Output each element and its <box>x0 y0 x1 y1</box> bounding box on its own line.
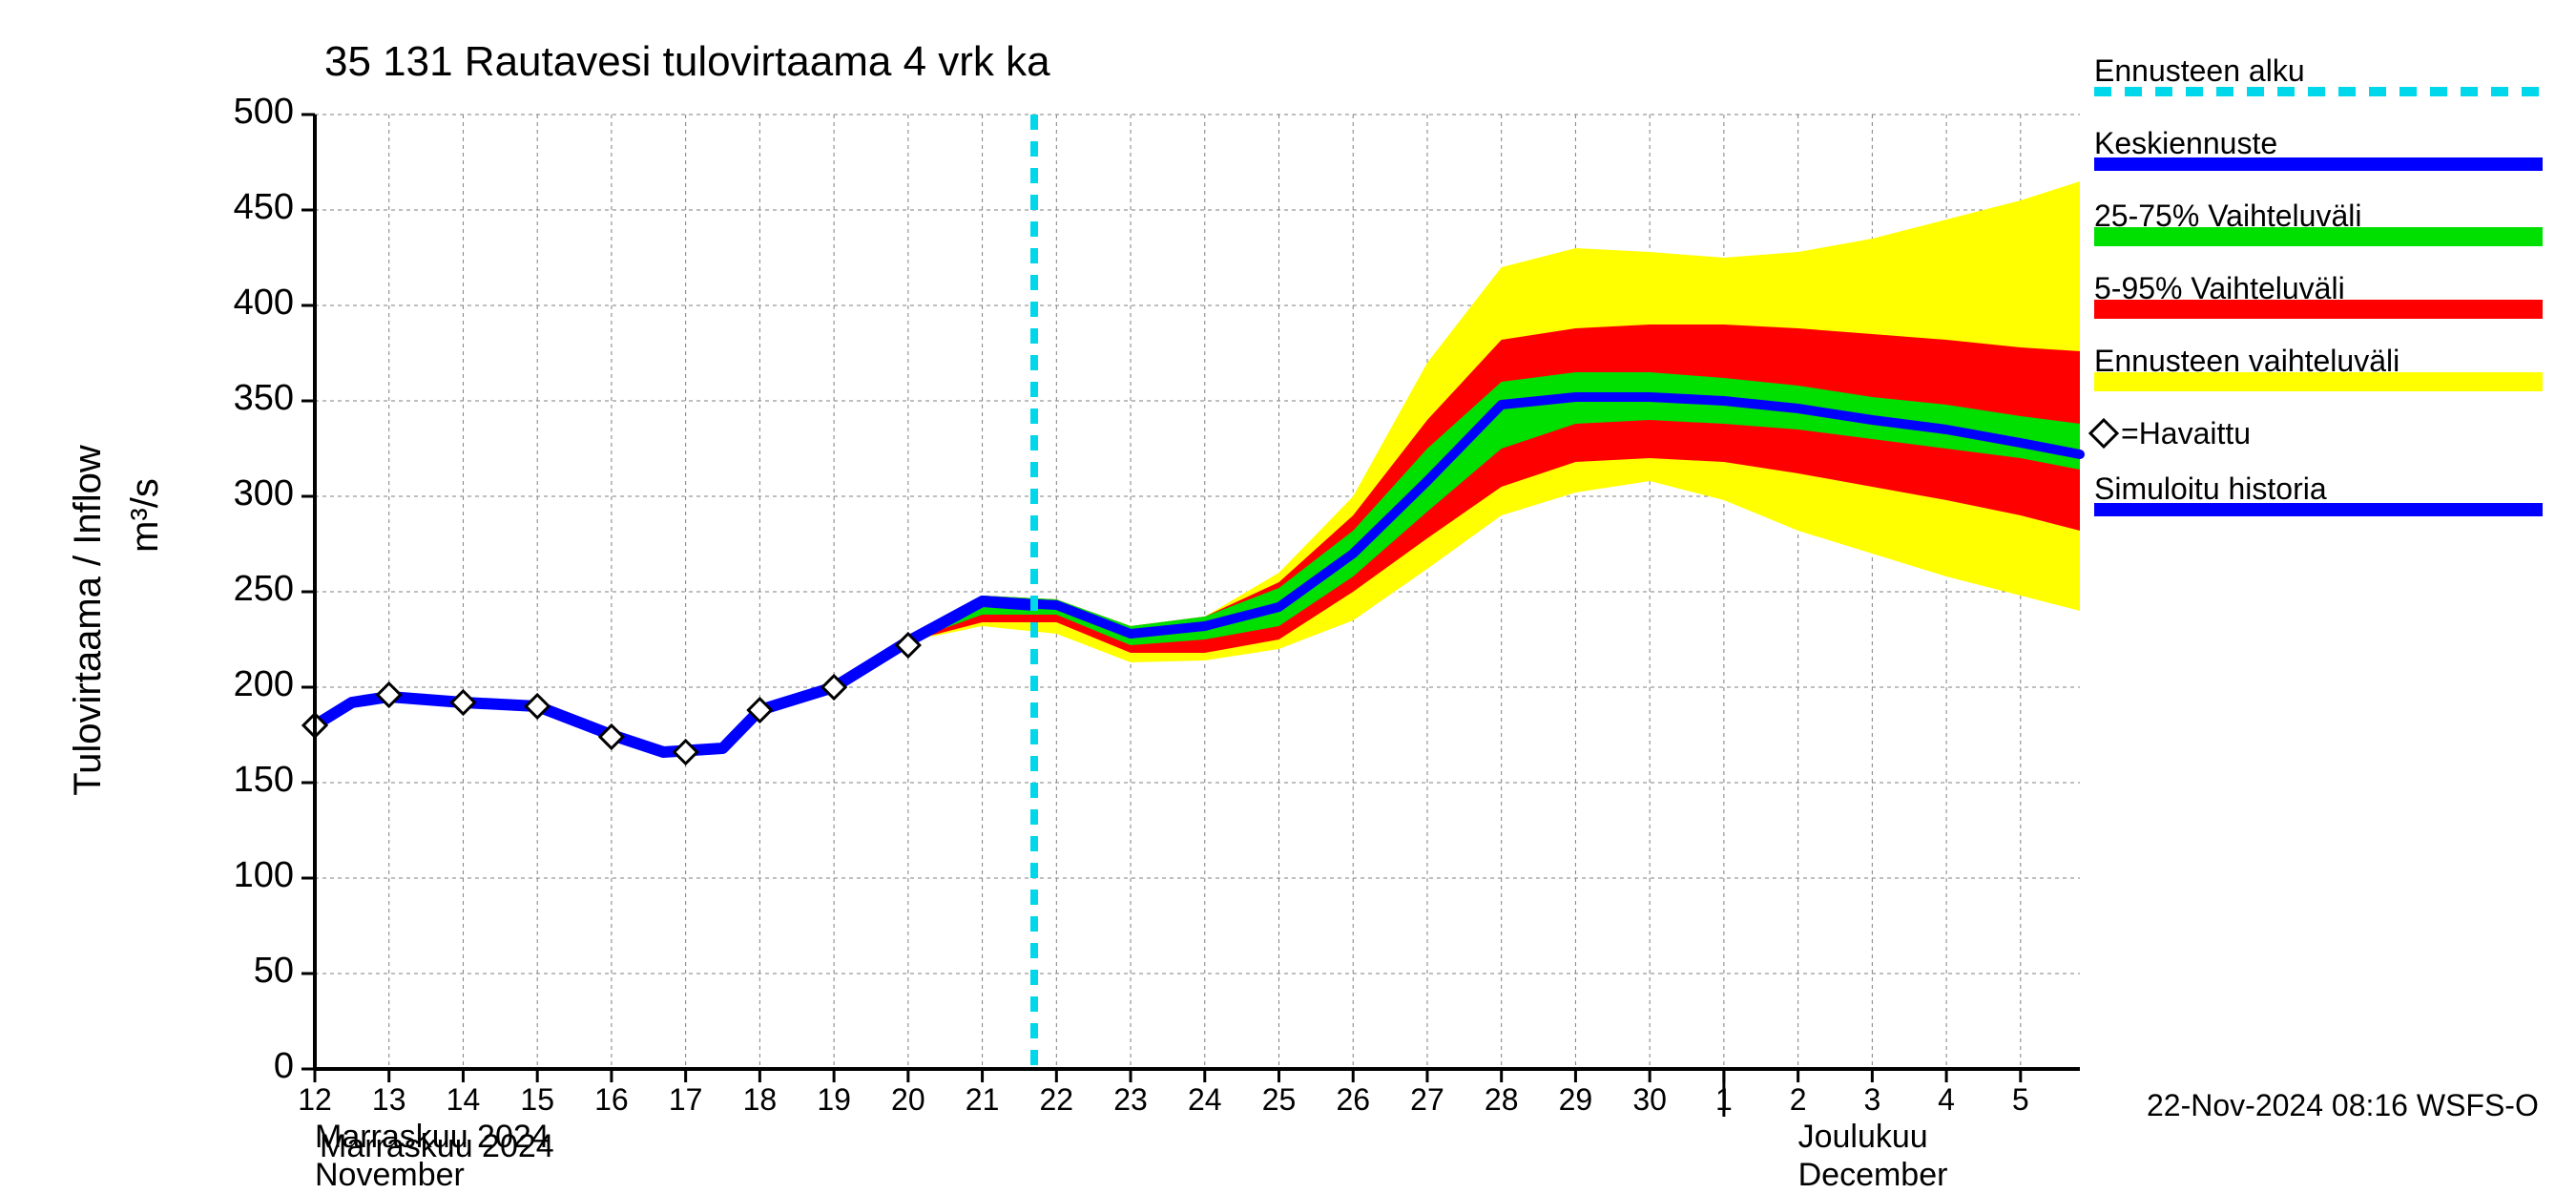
y-tick-500: 500 <box>234 92 294 133</box>
x-tick-25: 25 <box>1256 1082 1303 1118</box>
legend-label-full_range: Ennusteen vaihteluväli <box>2094 344 2399 379</box>
x-tick-12: 12 <box>291 1082 339 1118</box>
x-tick-27: 27 <box>1403 1082 1451 1118</box>
x-tick-28: 28 <box>1478 1082 1526 1118</box>
y-tick-50: 50 <box>254 951 294 992</box>
x-tick-2: 2 <box>1775 1082 1822 1118</box>
month1-fi: Marraskuu 2024 <box>315 1119 550 1156</box>
x-tick-23: 23 <box>1107 1082 1154 1118</box>
x-tick-16: 16 <box>588 1082 635 1118</box>
legend-label-observed: =Havaittu <box>2121 416 2251 451</box>
x-tick-24: 24 <box>1181 1082 1229 1118</box>
x-tick-21: 21 <box>959 1082 1007 1118</box>
x-tick-26: 26 <box>1329 1082 1377 1118</box>
y-tick-450: 450 <box>234 187 294 228</box>
y-tick-250: 250 <box>234 569 294 610</box>
x-tick-14: 14 <box>439 1082 487 1118</box>
timestamp: 22-Nov-2024 08:16 WSFS-O <box>2147 1088 2539 1123</box>
y-tick-400: 400 <box>234 283 294 324</box>
legend-label-p90: 5-95% Vaihteluväli <box>2094 271 2345 306</box>
month2-en: December <box>1798 1157 1948 1194</box>
legend-label-median: Keskiennuste <box>2094 126 2277 161</box>
chart-svg <box>0 0 2576 1145</box>
y-tick-100: 100 <box>234 855 294 896</box>
x-tick-20: 20 <box>884 1082 932 1118</box>
x-tick-17: 17 <box>662 1082 710 1118</box>
x-tick-13: 13 <box>365 1082 413 1118</box>
legend-label-history: Simuloitu historia <box>2094 471 2327 507</box>
legend-label-forecast_start: Ennusteen alku <box>2094 53 2305 89</box>
x-tick-1: 1 <box>1700 1082 1748 1118</box>
x-tick-18: 18 <box>736 1082 783 1118</box>
x-tick-30: 30 <box>1626 1082 1673 1118</box>
x-tick-3: 3 <box>1848 1082 1896 1118</box>
chart-container: 35 131 Rautavesi tulovirtaama 4 vrk ka T… <box>0 0 2576 1145</box>
legend-label-iqr: 25-75% Vaihteluväli <box>2094 199 2361 234</box>
x-tick-4: 4 <box>1922 1082 1970 1118</box>
x-tick-29: 29 <box>1551 1082 1599 1118</box>
month1-en: November <box>315 1157 465 1194</box>
month2-fi: Joulukuu <box>1798 1119 1928 1156</box>
x-tick-5: 5 <box>1997 1082 2045 1118</box>
y-tick-150: 150 <box>234 760 294 801</box>
y-tick-350: 350 <box>234 378 294 419</box>
y-tick-0: 0 <box>274 1046 294 1087</box>
x-tick-15: 15 <box>513 1082 561 1118</box>
x-tick-19: 19 <box>810 1082 858 1118</box>
x-tick-22: 22 <box>1032 1082 1080 1118</box>
y-tick-300: 300 <box>234 473 294 514</box>
y-tick-200: 200 <box>234 664 294 705</box>
